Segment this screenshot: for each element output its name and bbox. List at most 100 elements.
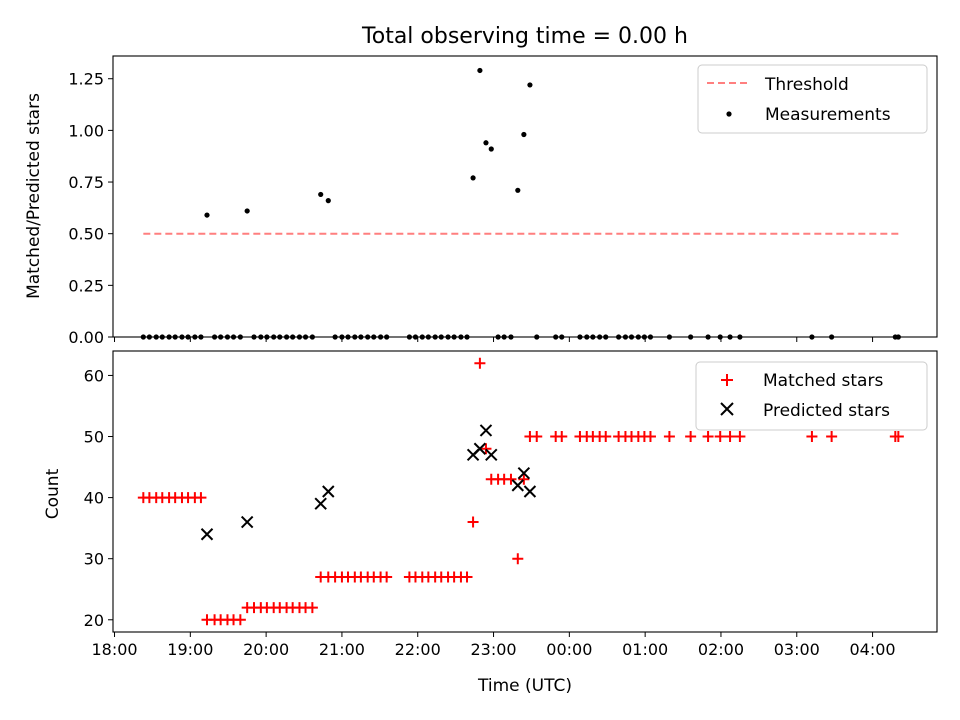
measurement-point <box>358 334 364 340</box>
measurement-point <box>302 334 309 340</box>
measurement-point <box>705 334 711 340</box>
measurement-point <box>641 334 647 340</box>
measurement-point <box>809 334 815 340</box>
measurement-point <box>597 334 603 340</box>
legend-predicted-label: Predicted stars <box>763 401 890 421</box>
predicted-star-point <box>517 466 531 480</box>
measurement-point <box>211 334 218 340</box>
top-y-tick-label: 0.25 <box>68 276 104 295</box>
measurement-point <box>412 334 419 340</box>
measurement-point <box>290 334 296 340</box>
x-tick-label: 04:00 <box>850 640 896 659</box>
matched-star-point <box>892 431 904 443</box>
measurement-point <box>432 334 438 340</box>
top-y-tick-label: 1.25 <box>68 70 104 89</box>
legend-measurements-swatch <box>726 111 732 117</box>
measurement-point <box>628 334 635 340</box>
legend-matched-label: Matched stars <box>763 371 883 391</box>
matched-star-point <box>702 431 714 443</box>
top-y-tick-label: 0.75 <box>68 173 104 192</box>
top-y-tick-label: 0.50 <box>68 225 104 244</box>
x-tick-label: 19:00 <box>167 640 213 659</box>
matched-star-point <box>826 431 838 443</box>
measurement-point <box>553 334 559 340</box>
bottom-x-axis-label: Time (UTC) <box>477 676 572 696</box>
matched-star-point <box>714 431 726 443</box>
bottom-axes-frame <box>112 350 938 633</box>
measurement-point <box>271 334 277 340</box>
x-tick-label: 03:00 <box>774 640 820 659</box>
matched-star-point <box>306 602 318 614</box>
measurement-point <box>318 191 324 198</box>
measurement-point <box>425 334 431 340</box>
measurement-point <box>737 334 743 340</box>
top-marks-layer <box>140 67 902 340</box>
measurement-point <box>244 208 250 214</box>
matched-star-point <box>734 431 746 443</box>
matched-star-point <box>663 431 675 443</box>
x-tick-label: 21:00 <box>319 640 365 659</box>
predicted-star-point <box>523 485 537 498</box>
measurement-point <box>521 131 527 138</box>
bottom-plot-panel: 20 30 40 50 60 18:00 19:00 20:00 21:00 22:00 23:00… <box>84 350 938 659</box>
predicted-star-point <box>473 442 487 455</box>
measurement-point <box>666 334 673 340</box>
measurement-point <box>384 334 390 340</box>
measurement-point <box>603 334 609 340</box>
measurement-point <box>438 334 444 340</box>
measurement-point <box>166 334 172 340</box>
measurement-point <box>688 334 694 340</box>
measurement-point <box>192 334 198 340</box>
x-tick-label: 22:00 <box>395 640 441 659</box>
measurement-point <box>345 334 351 340</box>
legend-threshold-label: Threshold <box>764 75 849 95</box>
matched-star-point <box>234 614 246 626</box>
matched-star-point <box>474 357 486 369</box>
matched-star-point <box>518 473 530 485</box>
matched-star-point <box>685 431 697 443</box>
predicted-star-point <box>240 515 254 529</box>
top-axes-frame <box>112 55 938 338</box>
measurement-point <box>185 334 191 340</box>
bottom-y-tick-label: 50 <box>84 428 104 447</box>
matched-star-point <box>461 571 473 583</box>
measurement-point <box>501 334 507 340</box>
measurement-point <box>296 334 303 340</box>
measurement-point <box>508 334 514 340</box>
matched-star-point <box>531 431 543 443</box>
measurement-point <box>622 334 629 340</box>
measurement-point <box>283 334 290 340</box>
bottom-y-tick-label: 20 <box>84 611 104 630</box>
top-chart-title: Total observing time = 0.00 h <box>361 24 688 49</box>
x-tick-label: 02:00 <box>698 640 744 659</box>
predicted-star-point <box>322 485 335 498</box>
measurement-point <box>377 334 384 340</box>
matched-star-point <box>505 473 517 485</box>
measurement-point <box>218 334 224 340</box>
bottom-y-axis-label: Count <box>43 468 63 519</box>
predicted-star-point <box>511 479 525 492</box>
measurement-point <box>488 146 494 152</box>
x-tick-label: 00:00 <box>546 640 592 659</box>
top-y-tick-label: 1.00 <box>68 121 104 140</box>
measurement-point <box>577 334 583 340</box>
bottom-y-tick-label: 30 <box>84 550 104 569</box>
matched-star-point <box>556 431 568 443</box>
measurement-point <box>153 334 159 340</box>
top-plot-panel: 0.00 0.25 0.50 0.75 1.00 1.25 <box>68 55 938 347</box>
measurement-point <box>146 334 152 340</box>
measurement-point <box>237 334 243 340</box>
measurement-point <box>527 82 533 88</box>
measurement-point <box>515 187 521 193</box>
measurement-point <box>258 334 264 340</box>
bottom-legend: Matched stars Predicted stars <box>695 361 928 431</box>
bottom-y-tick-label: 40 <box>84 489 104 508</box>
top-legend: Threshold Measurements <box>697 64 928 134</box>
predicted-star-point <box>485 448 498 462</box>
bottom-marks-layer <box>137 357 904 626</box>
measurement-point <box>590 334 596 340</box>
measurement-point <box>204 212 210 218</box>
measurement-point <box>534 334 540 340</box>
measurement-point <box>464 334 470 340</box>
